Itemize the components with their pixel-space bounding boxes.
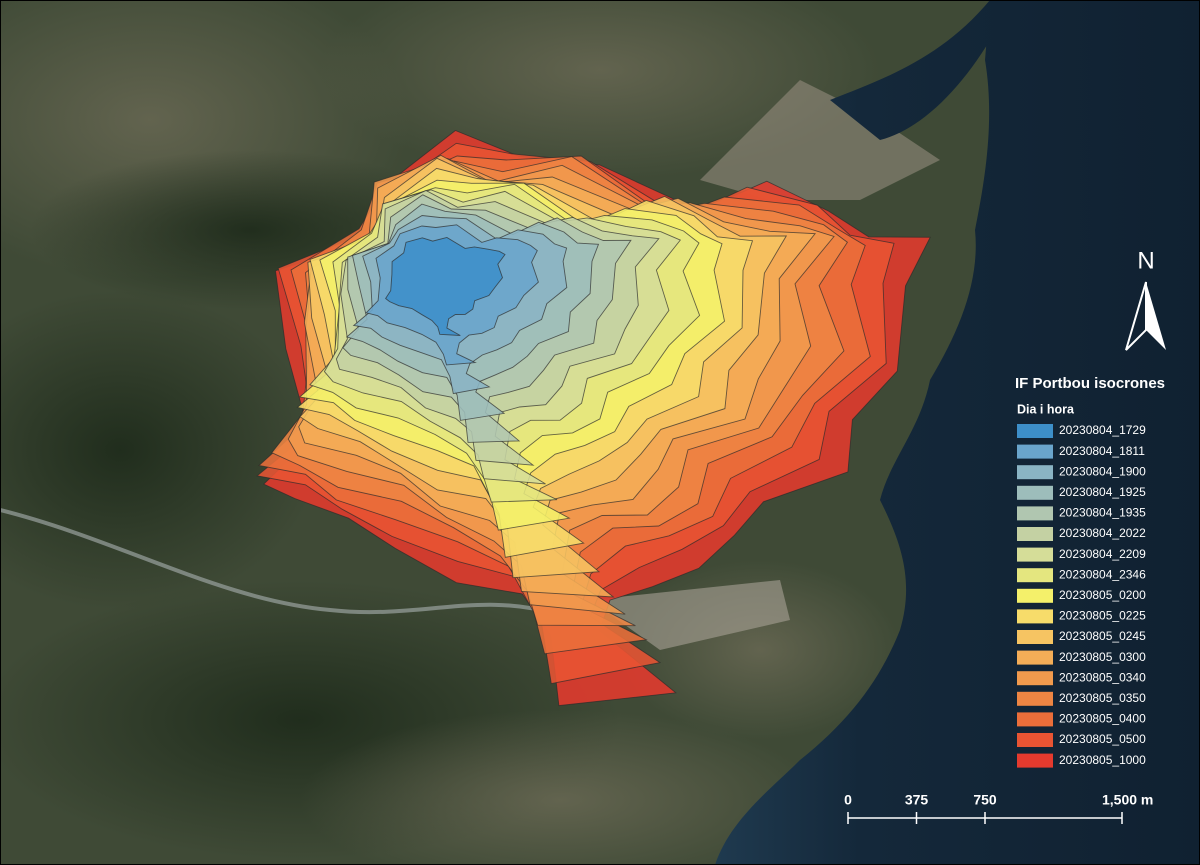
scale-bar: 0 375 750 1,500 m [844, 792, 1153, 824]
legend-swatch [1017, 465, 1053, 480]
legend-label: 20230804_1811 [1059, 444, 1145, 458]
legend-swatch [1017, 527, 1053, 541]
legend-swatch [1017, 712, 1053, 727]
legend-label: 20230805_0500 [1059, 732, 1146, 746]
legend-label: 20230805_0350 [1059, 691, 1146, 705]
legend-label: 20230804_1729 [1059, 423, 1146, 437]
legend-label: 20230805_0245 [1059, 629, 1146, 643]
scale-bar-label: 750 [973, 792, 997, 808]
isochrone-area [384, 237, 506, 336]
legend-label: 20230805_0340 [1059, 670, 1146, 684]
legend-label: 20230805_0400 [1059, 712, 1146, 726]
north-arrow: N [1125, 247, 1166, 351]
legend-label: 20230805_0200 [1059, 588, 1146, 602]
legend-label: 20230805_0225 [1059, 609, 1146, 623]
legend-swatch [1017, 547, 1053, 562]
scale-bar-label: 0 [844, 792, 852, 808]
legend-label: 20230804_1900 [1059, 464, 1146, 478]
north-label: N [1137, 247, 1154, 274]
legend-swatch [1017, 733, 1053, 747]
legend-swatch [1017, 630, 1053, 644]
legend-swatch [1017, 691, 1053, 706]
legend-label: 20230804_2022 [1059, 526, 1146, 540]
north-arrow-left [1125, 281, 1147, 351]
north-arrow-right [1146, 282, 1166, 350]
legend-swatch [1017, 650, 1053, 665]
legend-label: 20230805_0300 [1059, 650, 1146, 664]
legend-label: 20230804_1935 [1059, 506, 1146, 520]
legend-swatch [1017, 753, 1053, 768]
isochrones [256, 129, 931, 707]
sea [715, 0, 1200, 865]
legend-swatch [1017, 444, 1053, 459]
legend-swatch [1017, 568, 1053, 583]
scale-bar-label: 375 [905, 792, 929, 808]
legend-swatch [1017, 424, 1053, 438]
legend-subtitle: Dia i hora [1017, 402, 1075, 416]
legend-swatch [1017, 485, 1053, 500]
legend-label: 20230805_1000 [1059, 753, 1146, 767]
legend-label: 20230804_2209 [1059, 547, 1146, 561]
legend: IF Portbou isocrones Dia i hora 20230804… [1015, 375, 1165, 768]
legend-swatch [1017, 609, 1053, 624]
scale-bar-label: 1,500 m [1102, 792, 1153, 808]
legend-swatch [1017, 506, 1053, 521]
legend-title: IF Portbou isocrones [1015, 375, 1165, 392]
legend-label: 20230804_1925 [1059, 485, 1146, 499]
legend-swatch [1017, 671, 1053, 686]
legend-label: 20230804_2346 [1059, 567, 1146, 581]
legend-swatch [1017, 588, 1053, 603]
